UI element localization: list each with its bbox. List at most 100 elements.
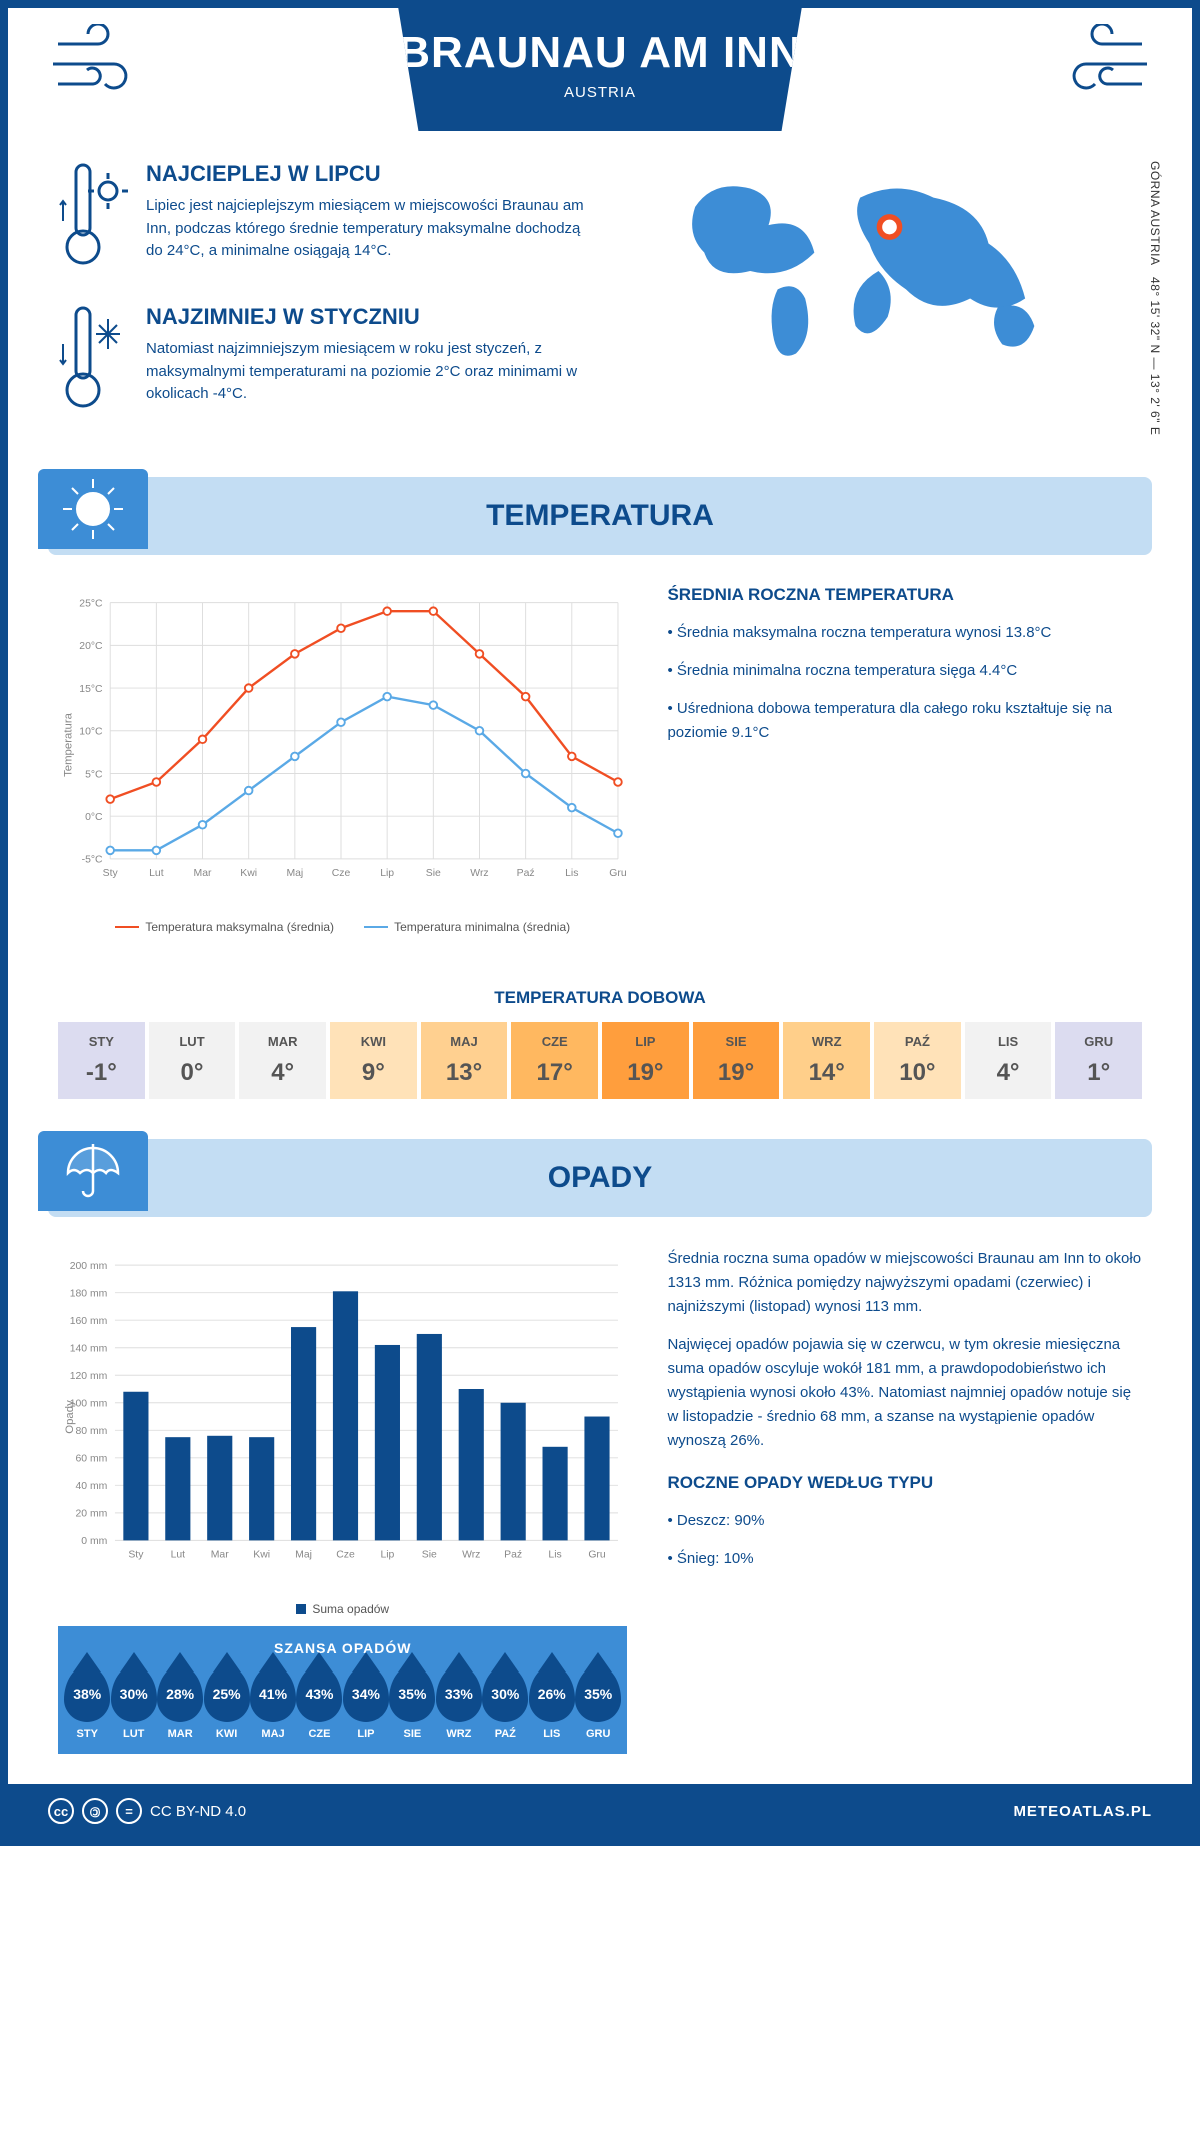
world-map	[615, 161, 1142, 381]
precipitation-chart: 0 mm20 mm40 mm60 mm80 mm100 mm120 mm140 …	[58, 1247, 627, 1754]
daily-temp-table: STY-1°LUT0°MAR4°KWI9°MAJ13°CZE17°LIP19°S…	[58, 1022, 1142, 1099]
wind-icon-left	[48, 24, 158, 116]
svg-text:200 mm: 200 mm	[70, 1261, 108, 1272]
svg-text:-5°C: -5°C	[82, 855, 103, 866]
coordinates: GÓRNA AUSTRIA 48° 15' 32" N — 13° 2' 6" …	[1148, 161, 1162, 435]
chance-drop: 38%STY	[64, 1666, 110, 1740]
svg-text:140 mm: 140 mm	[70, 1344, 108, 1355]
chance-drop: 34%LIP	[343, 1666, 389, 1740]
temperature-summary: ŚREDNIA ROCZNA TEMPERATURA • Średnia mak…	[667, 585, 1142, 934]
daily-cell: SIE19°	[693, 1022, 780, 1099]
footer: cc 🄯 = CC BY-ND 4.0 METEOATLAS.PL	[8, 1784, 1192, 1838]
precipitation-heading: OPADY	[48, 1139, 1152, 1217]
svg-text:Kwi: Kwi	[253, 1549, 270, 1560]
svg-text:Lis: Lis	[565, 868, 578, 879]
daily-cell: KWI9°	[330, 1022, 417, 1099]
svg-text:Mar: Mar	[194, 868, 212, 879]
svg-text:180 mm: 180 mm	[70, 1288, 108, 1299]
chance-drop: 35%SIE	[389, 1666, 435, 1740]
temperature-title: TEMPERATURA	[486, 499, 714, 532]
coldest-title: NAJZIMNIEJ W STYCZNIU	[146, 304, 585, 330]
svg-text:Gru: Gru	[609, 868, 627, 879]
temp-legend: Temperatura maksymalna (średnia) Tempera…	[58, 920, 627, 934]
chance-box: SZANSA OPADÓW 38%STY30%LUT28%MAR25%KWI41…	[58, 1626, 627, 1754]
annual-temp-p3: • Uśredniona dobowa temperatura dla całe…	[667, 697, 1142, 745]
chance-drop: 30%LUT	[111, 1666, 157, 1740]
svg-text:Paź: Paź	[517, 868, 535, 879]
temperature-heading: TEMPERATURA	[48, 477, 1152, 555]
svg-text:Maj: Maj	[295, 1549, 312, 1560]
svg-text:Lip: Lip	[380, 868, 394, 879]
svg-text:Mar: Mar	[211, 1549, 229, 1560]
precip-p1: Średnia roczna suma opadów w miejscowośc…	[667, 1247, 1142, 1319]
svg-text:Cze: Cze	[336, 1549, 355, 1560]
annual-temp-p1: • Średnia maksymalna roczna temperatura …	[667, 621, 1142, 645]
daily-cell: PAŹ10°	[874, 1022, 961, 1099]
thermometer-hot-icon	[58, 161, 128, 276]
svg-text:Opady: Opady	[64, 1400, 76, 1434]
nd-icon: =	[116, 1798, 142, 1824]
svg-text:Temperatura: Temperatura	[62, 712, 74, 777]
chance-drop: 25%KWI	[204, 1666, 250, 1740]
svg-text:Lut: Lut	[149, 868, 164, 879]
svg-text:160 mm: 160 mm	[70, 1316, 108, 1327]
svg-text:Lip: Lip	[380, 1549, 394, 1560]
site-name: METEOATLAS.PL	[1013, 1803, 1152, 1820]
daily-cell: STY-1°	[58, 1022, 145, 1099]
legend-min: Temperatura minimalna (średnia)	[394, 920, 570, 934]
hottest-fact: NAJCIEPLEJ W LIPCU Lipiec jest najcieple…	[58, 161, 585, 276]
daily-temp-title: TEMPERATURA DOBOWA	[8, 988, 1192, 1008]
svg-text:20 mm: 20 mm	[75, 1509, 107, 1520]
svg-text:Maj: Maj	[286, 868, 303, 879]
legend-max: Temperatura maksymalna (średnia)	[145, 920, 334, 934]
daily-cell: LUT0°	[149, 1022, 236, 1099]
svg-text:25°C: 25°C	[79, 598, 103, 609]
svg-text:Paź: Paź	[504, 1549, 522, 1560]
annual-temp-title: ŚREDNIA ROCZNA TEMPERATURA	[667, 585, 1142, 605]
umbrella-icon	[38, 1131, 148, 1211]
facts-column: NAJCIEPLEJ W LIPCU Lipiec jest najcieple…	[58, 161, 585, 447]
daily-cell: CZE17°	[511, 1022, 598, 1099]
chance-drop: 43%CZE	[296, 1666, 342, 1740]
svg-text:20°C: 20°C	[79, 641, 103, 652]
svg-text:Sie: Sie	[422, 1549, 437, 1560]
page: BRAUNAU AM INN AUSTRIA NAJCIEPLEJ W LIPC…	[0, 0, 1200, 1846]
svg-text:Wrz: Wrz	[470, 868, 488, 879]
title-banner: BRAUNAU AM INN AUSTRIA	[398, 8, 801, 131]
svg-text:15°C: 15°C	[79, 684, 103, 695]
intro-section: NAJCIEPLEJ W LIPCU Lipiec jest najcieple…	[8, 131, 1192, 477]
chance-drop: 35%GRU	[575, 1666, 621, 1740]
precipitation-row: 0 mm20 mm40 mm60 mm80 mm100 mm120 mm140 …	[8, 1217, 1192, 1784]
precip-type-rain: • Deszcz: 90%	[667, 1509, 1142, 1533]
svg-text:80 mm: 80 mm	[75, 1426, 107, 1437]
daily-cell: GRU1°	[1055, 1022, 1142, 1099]
daily-cell: MAR4°	[239, 1022, 326, 1099]
daily-cell: WRZ14°	[783, 1022, 870, 1099]
svg-text:0 mm: 0 mm	[81, 1536, 107, 1547]
svg-text:Lut: Lut	[171, 1549, 186, 1560]
svg-text:10°C: 10°C	[79, 727, 103, 738]
precipitation-summary: Średnia roczna suma opadów w miejscowośc…	[667, 1247, 1142, 1754]
license-text: CC BY-ND 4.0	[150, 1803, 246, 1820]
svg-text:5°C: 5°C	[85, 769, 103, 780]
svg-text:Sie: Sie	[426, 868, 441, 879]
daily-cell: MAJ13°	[421, 1022, 508, 1099]
precip-title: OPADY	[548, 1161, 652, 1194]
legend-sum: Suma opadów	[312, 1602, 389, 1616]
coldest-fact: NAJZIMNIEJ W STYCZNIU Natomiast najzimni…	[58, 304, 585, 419]
svg-text:40 mm: 40 mm	[75, 1481, 107, 1492]
license: cc 🄯 = CC BY-ND 4.0	[48, 1798, 246, 1824]
daily-cell: LIP19°	[602, 1022, 689, 1099]
precip-p2: Najwięcej opadów pojawia się w czerwcu, …	[667, 1333, 1142, 1453]
precip-type-snow: • Śnieg: 10%	[667, 1547, 1142, 1571]
coldest-text: Natomiast najzimniejszym miesiącem w rok…	[146, 338, 585, 406]
chance-drop: 28%MAR	[157, 1666, 203, 1740]
svg-text:Sty: Sty	[128, 1549, 144, 1560]
cc-icon: cc	[48, 1798, 74, 1824]
header-row: BRAUNAU AM INN AUSTRIA	[8, 8, 1192, 131]
annual-temp-p2: • Średnia minimalna roczna temperatura s…	[667, 659, 1142, 683]
svg-text:60 mm: 60 mm	[75, 1454, 107, 1465]
svg-text:Cze: Cze	[332, 868, 351, 879]
precip-type-title: ROCZNE OPADY WEDŁUG TYPU	[667, 1473, 1142, 1493]
temperature-row: -5°C0°C5°C10°C15°C20°C25°CStyLutMarKwiMa…	[8, 555, 1192, 964]
